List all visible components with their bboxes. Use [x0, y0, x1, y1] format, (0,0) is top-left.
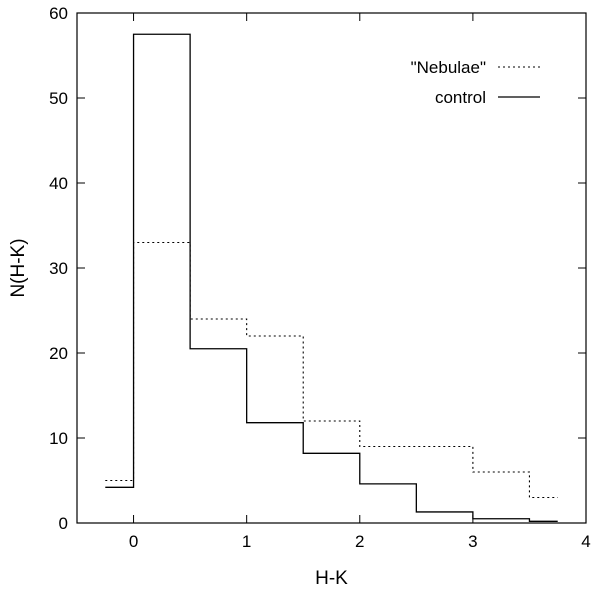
x-tick-label: 2: [355, 532, 364, 551]
plot-frame: [76, 12, 587, 524]
x-tick-label: 1: [242, 532, 251, 551]
y-axis-label: N(H-K): [8, 238, 29, 297]
legend-label: control: [435, 88, 486, 107]
y-tick-label: 20: [49, 344, 68, 363]
y-tick-label: 60: [49, 4, 68, 23]
y-tick-label: 50: [49, 89, 68, 108]
x-axis-label: H-K: [315, 568, 348, 589]
y-tick-label: 0: [59, 514, 68, 533]
y-tick-label: 30: [49, 259, 68, 278]
x-tick-label: 0: [129, 532, 138, 551]
series-nebulae-line: [105, 241, 558, 499]
x-tick-label: 4: [581, 532, 590, 551]
x-tick-label: 3: [468, 532, 477, 551]
y-tick-label: 40: [49, 174, 68, 193]
legend: "Nebulae" control: [411, 58, 540, 107]
y-tick-label: 10: [49, 429, 68, 448]
legend-label: "Nebulae": [411, 58, 486, 77]
series-control-line: [105, 33, 558, 522]
